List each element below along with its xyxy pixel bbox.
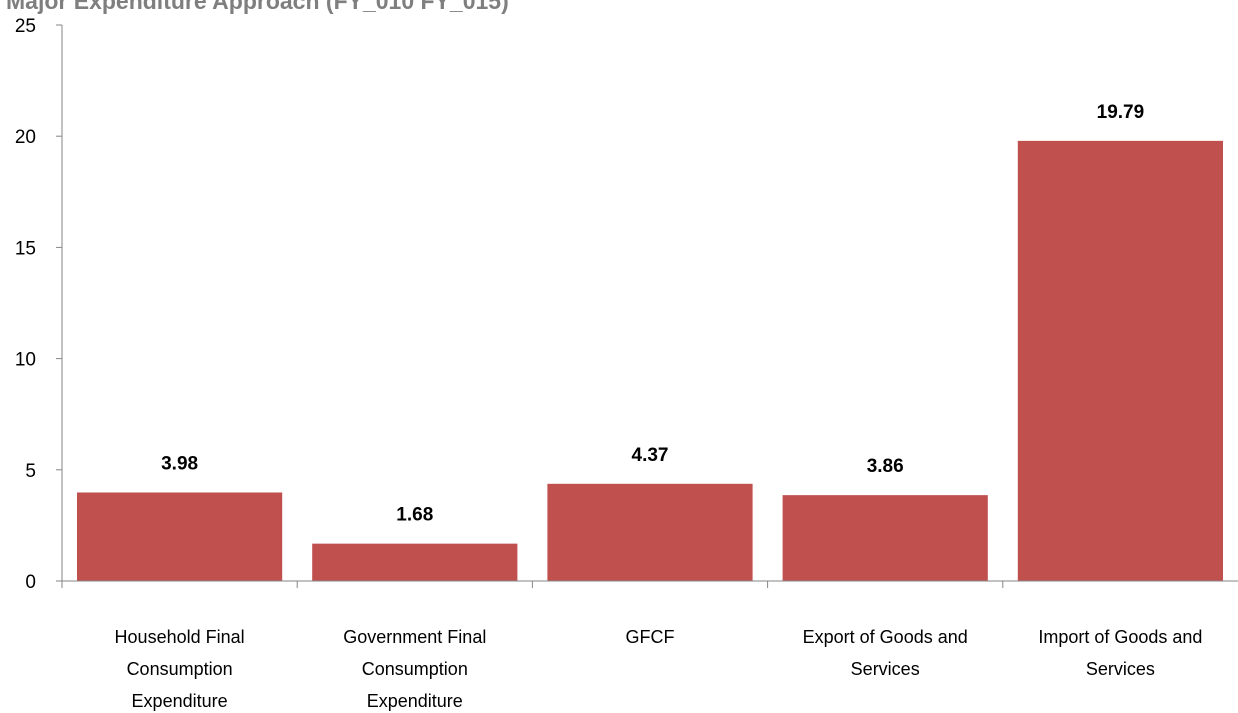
data-label: 19.79 xyxy=(1097,102,1145,123)
category-label-line: Consumption xyxy=(362,659,468,679)
y-tick-label: 0 xyxy=(25,572,36,593)
chart-title-clip: Major Expenditure Approach (FY_010 FY_01… xyxy=(0,0,1238,16)
data-label: 3.98 xyxy=(161,453,198,474)
bar xyxy=(312,543,518,581)
category-label-line: GFCF xyxy=(626,627,675,647)
category-label: GFCF xyxy=(626,627,675,647)
bar xyxy=(782,495,988,581)
category-label-line: Household Final xyxy=(115,627,245,647)
chart-title: Major Expenditure Approach (FY_010 FY_01… xyxy=(6,0,509,14)
category-label: Household Final Consumption Expenditure xyxy=(115,627,245,711)
y-axis: 0 5 10 15 20 25 xyxy=(15,16,63,593)
category-label: Export of Goods and Services xyxy=(803,627,968,679)
data-label: 3.86 xyxy=(867,456,904,477)
category-label-line: Expenditure xyxy=(367,691,463,711)
category-label-line: Services xyxy=(1086,659,1155,679)
bar xyxy=(547,483,753,581)
category-label-line: Import of Goods and xyxy=(1038,627,1202,647)
data-label: 1.68 xyxy=(396,505,433,526)
category-label: Government Final Consumption Expenditure xyxy=(343,627,486,711)
bar xyxy=(77,492,283,581)
category-label-line: Government Final xyxy=(343,627,486,647)
category-label-line: Expenditure xyxy=(132,691,228,711)
data-label: 4.37 xyxy=(632,445,669,466)
y-tick-label: 20 xyxy=(15,127,36,148)
category-label-line: Services xyxy=(851,659,920,679)
bar xyxy=(1017,140,1223,581)
category-label: Import of Goods and Services xyxy=(1038,627,1202,679)
category-label-line: Export of Goods and xyxy=(803,627,968,647)
y-tick-label: 5 xyxy=(25,461,36,482)
y-tick-label: 15 xyxy=(15,238,36,259)
bars: 3.98 1.68 4.37 3.86 19.79 xyxy=(77,102,1223,581)
x-axis: Household Final Consumption ExpenditureGov… xyxy=(61,580,1238,711)
y-tick-label: 10 xyxy=(15,350,36,371)
y-tick-label: 25 xyxy=(15,16,36,37)
category-label-line: Consumption xyxy=(127,659,233,679)
